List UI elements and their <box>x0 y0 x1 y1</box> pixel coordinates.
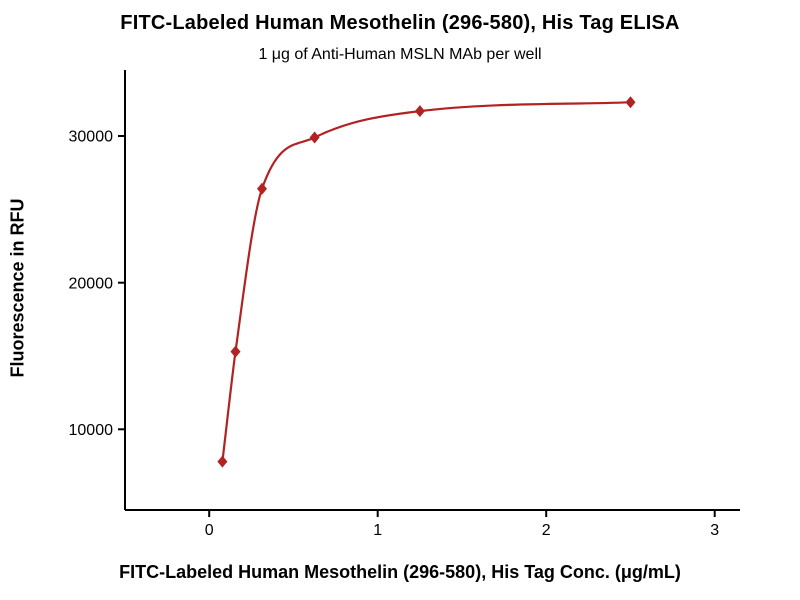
y-tick-label: 10000 <box>69 422 114 439</box>
fit-curve <box>221 101 631 462</box>
x-axis-label: FITC-Labeled Human Mesothelin (296-580),… <box>119 562 681 582</box>
x-tick-label: 0 <box>205 522 214 539</box>
y-tick-label: 30000 <box>69 129 114 146</box>
data-point-diamond <box>625 96 636 109</box>
x-tick-label: 1 <box>373 522 382 539</box>
data-point-diamond <box>230 345 241 358</box>
x-tick-label: 3 <box>710 522 719 539</box>
y-axis-label: Fluorescence in RFU <box>7 198 28 378</box>
y-tick-label: 20000 <box>69 275 114 292</box>
chart-subtitle: 1 μg of Anti-Human MSLN MAb per well <box>258 46 542 63</box>
data-point-diamond <box>217 455 228 468</box>
data-point-diamond <box>257 182 267 195</box>
x-tick-label: 2 <box>542 522 551 539</box>
data-point-diamond <box>309 131 320 144</box>
chart-title: FITC-Labeled Human Mesothelin (296-580),… <box>120 12 680 34</box>
data-point-diamond <box>414 105 425 118</box>
plot-area: 0 1 2 3 10000 20000 30000 <box>69 70 740 539</box>
